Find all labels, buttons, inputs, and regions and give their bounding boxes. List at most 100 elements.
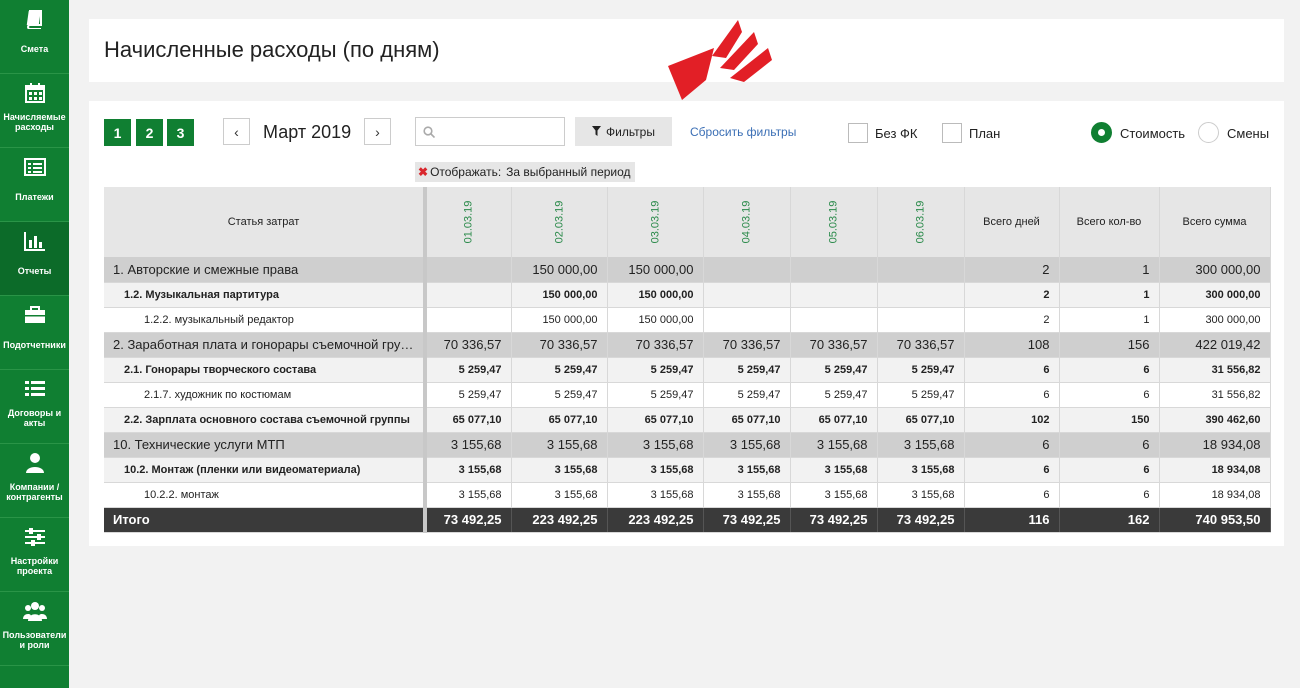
cell-day-value: 70 336,57 [790, 332, 878, 358]
cell-total-qty: 1 [1059, 257, 1160, 283]
sidebar-item-settings[interactable]: Настройки проекта [0, 518, 69, 592]
filter-icon [592, 125, 602, 139]
sidebar-item-label: Настройки проекта [10, 556, 59, 576]
sidebar-item-reports[interactable]: Отчеты [0, 222, 69, 296]
search-field[interactable] [415, 117, 565, 146]
cell-day-value: 5 259,47 [425, 382, 512, 408]
plan-checkbox[interactable] [942, 123, 962, 143]
cell-day-value: 150 000,00 [607, 257, 704, 283]
cell-total-days: 6 [964, 382, 1060, 408]
list-card-icon [0, 156, 69, 178]
cell-day-value: 65 077,10 [607, 407, 704, 433]
cell-total-qty: 6 [1059, 432, 1160, 458]
cost-label: Стоимость [1120, 126, 1186, 141]
cell-total-sum: 300 000,00 [1159, 307, 1271, 333]
table-row[interactable]: 1.2. Музыкальная партитура 150 000,00 150 … [104, 282, 1271, 308]
cost-radio[interactable] [1091, 122, 1112, 143]
next-month-button[interactable]: › [364, 118, 391, 145]
cell-total-qty: 156 [1059, 332, 1160, 358]
sidebar-item-contracts[interactable]: Договоры и акты [0, 370, 69, 444]
cell-day-value: 70 336,57 [511, 332, 608, 358]
cell-total-sum: 390 462,60 [1159, 407, 1271, 433]
cell-day-value: 65 077,10 [703, 407, 791, 433]
cell-total-qty: 1 [1059, 307, 1160, 333]
cell-day-value: 73 492,25 [703, 507, 791, 533]
cell-day-value [790, 307, 878, 333]
page-2-button[interactable]: 2 [136, 119, 163, 146]
briefcase-icon [0, 304, 69, 326]
cell-total-days: 6 [964, 482, 1060, 508]
total-row[interactable]: Итого 73 492,25 223 492,25 223 492,25 73 492… [104, 507, 1271, 533]
table-row[interactable]: 2.1. Гонорары творческого состава 5 259,4… [104, 357, 1271, 383]
sidebar-item-smeta[interactable]: Смета [0, 0, 69, 74]
cell-day-value: 3 155,68 [790, 432, 878, 458]
cell-day-value: 150 000,00 [511, 307, 608, 333]
page-3-button[interactable]: 3 [167, 119, 194, 146]
search-input[interactable] [438, 121, 560, 142]
table-row[interactable]: 10. Технические услуги МТП 3 155,68 3 155,… [104, 432, 1271, 458]
table-header-row: Статья затрат 01.03.19 02.03.19 03.03.19… [104, 187, 1271, 257]
cell-total-days: 108 [964, 332, 1060, 358]
cell-day-value: 70 336,57 [425, 332, 512, 358]
month-label: Март 2019 [263, 122, 352, 142]
cell-day-value [790, 282, 878, 308]
cell-total-days: 2 [964, 257, 1060, 283]
table-row[interactable]: 1.2.2. музыкальный редактор 150 000,00 150… [104, 307, 1271, 333]
col-header-date: 01.03.19 [425, 187, 512, 257]
remove-tag-icon[interactable]: ✖ [418, 165, 429, 179]
plan-label: План [969, 126, 1001, 141]
sidebar-item-label: Пользователи и роли [2, 630, 67, 650]
cell-total-sum: 18 934,08 [1159, 482, 1271, 508]
cell-name: 1.2. Музыкальная партитура [104, 282, 427, 308]
bar-chart-icon [0, 230, 69, 252]
expenses-table: Статья затрат 01.03.19 02.03.19 03.03.19… [104, 187, 1271, 533]
sidebar-item-accountables[interactable]: Подотчетники [0, 296, 69, 370]
sidebar-item-accruals[interactable]: Начисляемые расходы [0, 74, 69, 148]
cell-name: 10.2.2. монтаж [104, 482, 427, 508]
cell-day-value: 73 492,25 [790, 507, 878, 533]
col-header-name: Статья затрат [104, 187, 427, 257]
cell-total-sum: 18 934,08 [1159, 457, 1271, 483]
date-label: 01.03.19 [462, 200, 475, 244]
tag-value: За выбранный период [506, 165, 631, 179]
sidebar-item-companies[interactable]: Компании / контрагенты [0, 444, 69, 518]
table-row[interactable]: 2.1.7. художник по костюмам 5 259,47 5 259… [104, 382, 1271, 408]
cell-name: 10.2. Монтаж (пленки или видеоматериала) [104, 457, 427, 483]
cell-day-value: 3 155,68 [877, 432, 965, 458]
sidebar-item-payments[interactable]: Платежи [0, 148, 69, 222]
sidebar-item-label: Платежи [15, 192, 54, 202]
table-row[interactable]: 10.2. Монтаж (пленки или видеоматериала)… [104, 457, 1271, 483]
sidebar-item-users[interactable]: Пользователи и роли [0, 592, 69, 666]
calendar-icon [0, 82, 69, 104]
cell-day-value: 5 259,47 [790, 382, 878, 408]
cell-day-value [877, 257, 965, 283]
cell-total-days: 2 [964, 307, 1060, 333]
cell-day-value [703, 307, 791, 333]
date-label: 04.03.19 [740, 200, 753, 244]
cell-day-value: 5 259,47 [607, 357, 704, 383]
cell-total-days: 116 [964, 507, 1060, 533]
page-1-button[interactable]: 1 [104, 119, 131, 146]
table-row[interactable]: 2.2. Зарплата основного состава съемочно… [104, 407, 1271, 433]
table-row[interactable]: 2. Заработная плата и гонорары съемочной… [104, 332, 1271, 358]
table-row[interactable]: 10.2.2. монтаж 3 155,68 3 155,68 3 155,68 3 … [104, 482, 1271, 508]
cell-day-value: 3 155,68 [425, 432, 512, 458]
no-fk-checkbox[interactable] [848, 123, 868, 143]
prev-month-button[interactable]: ‹ [223, 118, 250, 145]
no-fk-label: Без ФК [875, 126, 918, 141]
cell-day-value: 150 000,00 [511, 282, 608, 308]
book-icon [0, 8, 69, 30]
filters-button[interactable]: Фильтры [575, 117, 672, 146]
table-row[interactable]: 1. Авторские и смежные права 150 000,00 15… [104, 257, 1271, 283]
shifts-radio[interactable] [1198, 122, 1219, 143]
cell-day-value: 223 492,25 [511, 507, 608, 533]
reset-filters-link[interactable]: Сбросить фильтры [690, 125, 797, 139]
col-header-date: 05.03.19 [790, 187, 878, 257]
col-header-date: 06.03.19 [877, 187, 965, 257]
cell-day-value: 3 155,68 [425, 457, 512, 483]
cell-total-sum: 300 000,00 [1159, 257, 1271, 283]
cell-day-value: 3 155,68 [511, 432, 608, 458]
cell-day-value: 65 077,10 [511, 407, 608, 433]
cell-day-value: 3 155,68 [790, 457, 878, 483]
cell-total-sum: 18 934,08 [1159, 432, 1271, 458]
